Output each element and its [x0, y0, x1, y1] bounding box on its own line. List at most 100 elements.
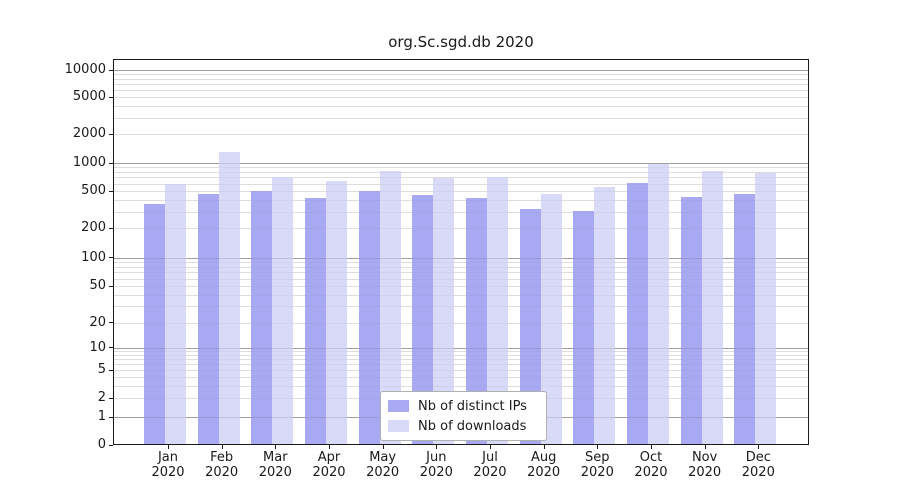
gridline-minor-overlay [114, 117, 808, 119]
gridline-minor [114, 228, 808, 229]
gridline-minor [114, 364, 808, 366]
x-tick [275, 445, 277, 449]
gridline-minor-overlay [114, 191, 808, 192]
y-tick [109, 369, 113, 371]
bar-ips-jun [412, 195, 434, 444]
gridline-minor [114, 294, 808, 296]
x-tick [489, 445, 491, 449]
gridline-minor [114, 376, 808, 378]
x-tick-label: Jun 2020 [410, 450, 463, 480]
y-tick [109, 322, 113, 323]
gridline-minor-overlay [114, 376, 808, 378]
bar-downloads-nov [701, 170, 723, 444]
legend-item-downloads: Nb of downloads [388, 416, 539, 436]
gridline-minor [114, 89, 808, 91]
bar-downloads-jul [486, 177, 508, 444]
legend-label-distinct-ips: Nb of distinct IPs [418, 398, 527, 414]
gridline-minor-overlay [114, 385, 808, 387]
x-tick-label: Dec 2020 [732, 450, 785, 480]
x-tick [436, 445, 438, 449]
legend-swatch-distinct-ips [388, 400, 409, 412]
x-tick-label: Jan 2020 [142, 450, 195, 480]
gridline-minor-overlay [114, 74, 808, 76]
gridline-major [114, 70, 808, 71]
y-tick [109, 69, 113, 71]
gridline-minor-overlay [114, 106, 808, 107]
bar-ips-may [358, 191, 380, 444]
gridline-minor-overlay [114, 272, 808, 274]
gridline-major-overlay [114, 347, 808, 349]
gridline-minor-overlay [114, 266, 808, 268]
x-tick-year: 2020 [419, 465, 453, 480]
x-tick-month: Apr [317, 450, 341, 465]
y-tick-label: 0 [97, 437, 106, 452]
x-tick [650, 445, 652, 449]
x-tick-year: 2020 [688, 465, 722, 480]
y-tick-label: 20 [89, 314, 106, 330]
x-tick-year: 2020 [366, 465, 400, 480]
x-tick-label: Nov 2020 [678, 450, 731, 480]
y-tick [109, 227, 113, 229]
gridline-minor [114, 354, 808, 356]
x-tick-month: Jan [157, 450, 179, 465]
y-tick-label: 5000 [72, 89, 106, 104]
x-tick-month: Sep [585, 450, 610, 465]
gridline-minor [114, 167, 808, 169]
x-tick-month: May [369, 450, 397, 465]
gridline-minor-overlay [114, 134, 808, 135]
x-tick-label: Apr 2020 [302, 450, 355, 480]
bar-downloads-may [379, 171, 401, 444]
y-tick [109, 96, 113, 98]
x-tick-month: Oct [639, 450, 663, 465]
y-tick-label: 2 [97, 390, 106, 406]
x-tick-year: 2020 [527, 465, 561, 480]
y-tick [109, 257, 113, 258]
y-tick [109, 190, 113, 192]
bar-downloads-jan [165, 183, 186, 444]
gridline-minor-overlay [114, 261, 808, 263]
gridline-minor [114, 322, 808, 324]
x-tick-label: Oct 2020 [624, 450, 677, 480]
gridline-minor [114, 306, 808, 308]
gridline-minor [114, 83, 808, 85]
gridline-minor-overlay [114, 89, 808, 91]
gridline-minor-overlay [114, 306, 808, 308]
gridline-minor-overlay [114, 97, 808, 98]
x-tick [704, 445, 706, 449]
gridline-minor [114, 286, 808, 287]
x-tick-label: Mar 2020 [249, 450, 302, 480]
y-tick-label: 50 [89, 278, 106, 293]
x-tick-month: Jul [482, 450, 498, 465]
x-tick-year: 2020 [312, 465, 346, 480]
x-tick [543, 445, 545, 449]
y-tick-label: 2000 [72, 126, 106, 141]
gridline-minor-overlay [114, 228, 808, 229]
bar-downloads-sep [594, 187, 616, 444]
x-tick-label: Feb 2020 [195, 450, 248, 480]
gridline-minor [114, 134, 808, 135]
gridline-minor [114, 385, 808, 387]
x-tick-year: 2020 [741, 465, 775, 480]
y-tick-label: 100 [81, 249, 106, 265]
bar-ips-oct [626, 182, 648, 444]
gridline-minor-overlay [114, 83, 808, 85]
legend-item-distinct-ips: Nb of distinct IPs [388, 396, 539, 416]
bar-downloads-apr [325, 180, 347, 444]
y-tick [109, 444, 113, 446]
x-tick-month: Feb [210, 450, 234, 465]
x-tick-year: 2020 [151, 465, 185, 480]
y-tick [109, 416, 113, 418]
x-tick [382, 445, 384, 449]
x-tick-month: Nov [691, 450, 718, 465]
x-tick-month: Mar [263, 450, 288, 465]
gridline-minor-overlay [114, 278, 808, 280]
gridline-minor [114, 200, 808, 201]
y-tick-label: 10000 [64, 62, 106, 77]
bar-downloads-oct [647, 164, 669, 444]
legend-swatch-downloads [388, 420, 409, 432]
y-tick-label: 1 [97, 409, 106, 425]
bar-ips-dec [734, 194, 756, 444]
x-tick [328, 445, 330, 449]
gridline-minor [114, 191, 808, 192]
y-tick-label: 500 [81, 183, 106, 198]
